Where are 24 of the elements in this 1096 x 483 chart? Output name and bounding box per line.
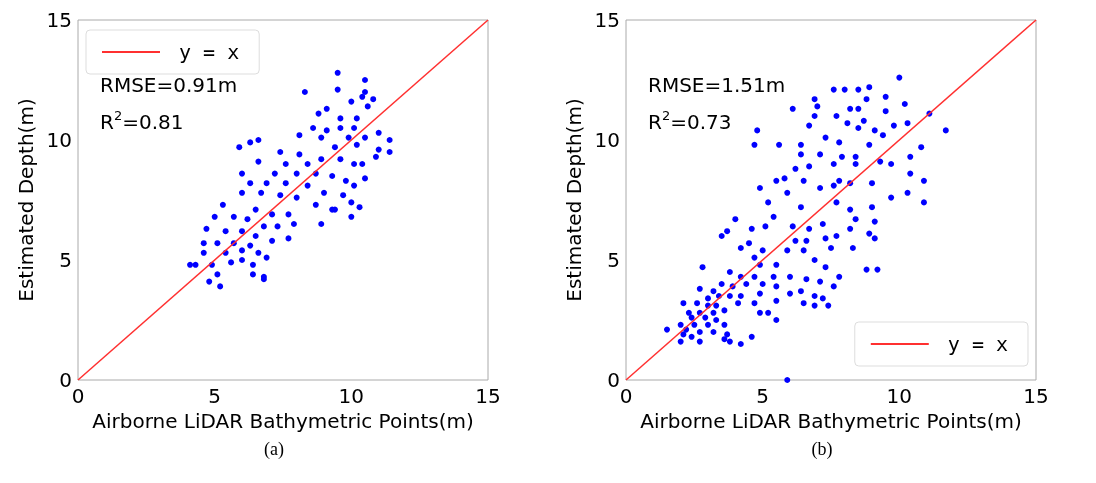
y-axis-title: Estimated Depth(m) bbox=[561, 98, 586, 302]
y-tick-label: 15 bbox=[46, 8, 72, 32]
y-tick-label: 0 bbox=[59, 368, 72, 392]
x-tick-label: 15 bbox=[1023, 384, 1049, 408]
x-tick-label: 10 bbox=[338, 384, 365, 408]
y-axis-title: Estimated Depth(m) bbox=[13, 98, 38, 302]
text: (b) bbox=[811, 439, 833, 460]
y-tick-label: 10 bbox=[594, 128, 620, 152]
annotation: RMSE=1.51m bbox=[648, 73, 786, 97]
y-tick-label: 10 bbox=[46, 128, 72, 152]
legend-label: y = x bbox=[947, 332, 1009, 356]
x-tick-label: 10 bbox=[886, 384, 913, 408]
y-tick-label: 15 bbox=[594, 8, 620, 32]
y-tick-label: 5 bbox=[59, 248, 72, 272]
x-tick-label: 15 bbox=[475, 384, 501, 408]
legend-label: y = x bbox=[179, 40, 240, 64]
text: (a) bbox=[264, 439, 284, 460]
y-tick-label: 5 bbox=[607, 248, 620, 272]
annotation: RMSE=0.91m bbox=[100, 73, 238, 97]
x-axis-title: Airborne LiDAR Bathymetric Points(m) bbox=[92, 408, 474, 433]
y-tick-label: 0 bbox=[607, 368, 620, 392]
x-tick-label: 5 bbox=[208, 384, 222, 408]
x-axis-title: Airborne LiDAR Bathymetric Points(m) bbox=[640, 408, 1022, 433]
x-tick-label: 5 bbox=[756, 384, 770, 408]
